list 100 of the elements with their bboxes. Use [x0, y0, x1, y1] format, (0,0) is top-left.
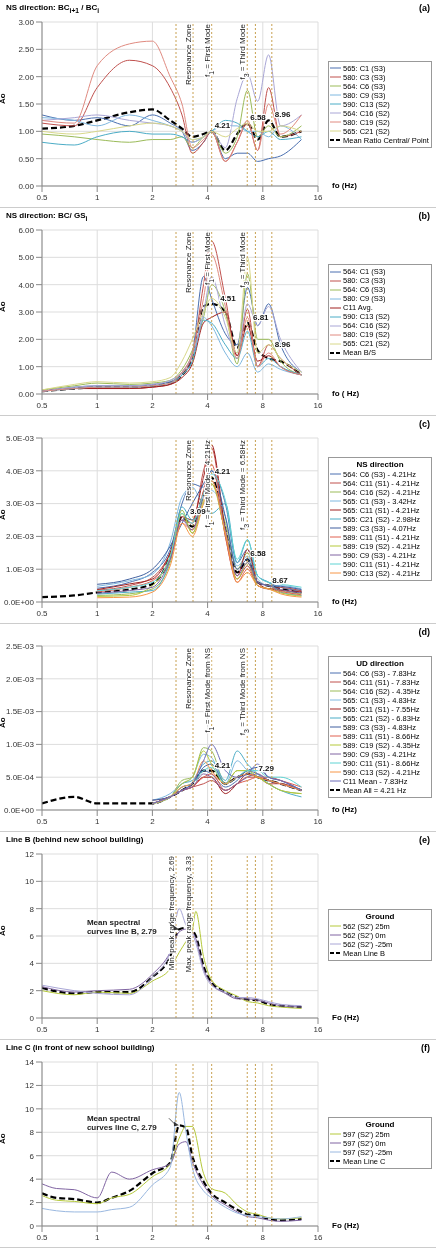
annotation: 6.81	[252, 312, 270, 322]
y-tick-label: 12	[25, 1081, 35, 1091]
x-tick-label: 0.5	[36, 1232, 49, 1242]
y-tick-label: 4	[29, 959, 35, 969]
y-tick-label: 0	[29, 1221, 35, 1231]
chart-title: NS direction: BC/ GS$_{i}$	[6, 211, 88, 222]
x-tick-label: 1	[94, 608, 100, 618]
y-tick-label: 1.00	[18, 127, 35, 137]
x-tick-label: 4	[205, 816, 211, 826]
text: (b)	[418, 211, 430, 221]
chart-title: NS direction: BC$_{i+1}$ / BC$_{i}$	[6, 3, 100, 14]
legend-title: Ground	[364, 911, 396, 922]
x-axis-title: Fo (Hz)	[332, 1013, 360, 1022]
y-axis-title: Ao	[0, 301, 7, 312]
x-tick-label: 0.5	[36, 1024, 49, 1034]
x-tick-label: 4	[205, 400, 211, 410]
ref-line-label: Min. peak range frequency, 2.69	[167, 855, 176, 971]
x-tick-label: 2	[150, 1232, 156, 1242]
x-tick-label: 0.5	[36, 816, 49, 826]
x-axis-title: fo (Hz)	[332, 181, 357, 190]
ref-line-label: Resonance Zone	[184, 231, 193, 293]
x-tick-label: 0.5	[36, 400, 49, 410]
y-tick-label: 4.0E-03	[5, 466, 35, 476]
y-tick-label: 0.00	[18, 181, 35, 191]
x-tick-label: 2	[150, 400, 156, 410]
x-tick-label: 0.5	[36, 608, 49, 618]
x-tick-label: 2	[150, 816, 156, 826]
annotation: 4.51	[220, 293, 237, 303]
annotation: 8.96	[274, 340, 291, 350]
text: (a)	[419, 3, 430, 13]
x-tick-label: 16	[313, 816, 323, 826]
x-tick-label: 1	[94, 1024, 100, 1034]
y-tick-label: 3.00	[18, 307, 35, 317]
y-axis-title: Ao	[0, 717, 7, 728]
x-tick-label: 8	[260, 1024, 266, 1034]
x-tick-label: 8	[260, 608, 266, 618]
ref-line-label: Resonance Zone	[184, 23, 193, 85]
y-tick-label: 2.50	[18, 45, 35, 55]
text: (f)	[421, 1043, 430, 1053]
text: (d)	[418, 627, 430, 637]
x-tick-label: 8	[260, 192, 266, 202]
legend-title: UD direction	[355, 658, 405, 669]
x-tick-label: 4	[205, 1024, 211, 1034]
x-tick-label: 8	[260, 816, 266, 826]
y-tick-label: 6.00	[18, 225, 35, 235]
x-tick-label: 2	[150, 608, 156, 618]
x-tick-label: 4	[205, 192, 211, 202]
annotation: 8.67	[272, 575, 289, 585]
x-axis-title: fo ( Hz)	[332, 389, 360, 398]
legend-title: Ground	[364, 1119, 396, 1130]
y-tick-label: 1.5E-03	[5, 707, 35, 717]
y-tick-label: 5.0E-03	[5, 433, 35, 443]
x-tick-label: 16	[313, 1232, 323, 1242]
text: (e)	[419, 835, 430, 845]
x-axis-title: fo (Hz)	[332, 597, 357, 606]
x-tick-label: 16	[313, 400, 323, 410]
legend-title: NS direction	[355, 459, 405, 470]
y-tick-label: 8	[29, 1128, 35, 1138]
ref-line-label: Resonance Zone	[184, 647, 193, 709]
y-axis-title: Ao	[0, 925, 7, 936]
x-tick-label: 16	[313, 1024, 323, 1034]
x-tick-label: 8	[260, 400, 266, 410]
x-axis-title: fo (Hz)	[332, 805, 357, 814]
x-tick-label: 4	[205, 1232, 211, 1242]
y-tick-label: 6	[29, 1151, 35, 1161]
ref-line-label: Max. peak range frequency, 3.33	[184, 855, 193, 973]
annotation: 7.29	[258, 763, 275, 773]
y-tick-label: 2.0E-03	[5, 532, 35, 542]
y-tick-label: 1.0E-03	[5, 740, 35, 750]
y-tick-label: 0.50	[18, 154, 35, 164]
annotation: 8.96	[274, 110, 291, 120]
y-tick-label: 10	[25, 877, 35, 887]
y-tick-label: 1.0E-03	[5, 565, 35, 575]
chart-title: Line B (behind new school building)	[6, 835, 144, 844]
x-tick-label: 8	[260, 1232, 266, 1242]
y-tick-label: 0	[29, 1013, 35, 1023]
y-tick-label: 0.0E+00	[3, 805, 35, 815]
y-tick-label: 5.0E-04	[5, 773, 35, 783]
y-tick-label: 0.00	[18, 389, 35, 399]
y-tick-label: 1.00	[18, 362, 35, 372]
y-tick-label: 3.00	[18, 17, 35, 27]
y-tick-label: 3.0E-03	[5, 499, 35, 509]
x-tick-label: 1	[94, 816, 100, 826]
y-tick-label: 2	[29, 986, 35, 996]
x-tick-label: 1	[94, 192, 100, 202]
y-tick-label: 5.00	[18, 253, 35, 263]
y-tick-label: 2	[29, 1198, 35, 1208]
y-axis-title: Ao	[0, 1133, 7, 1144]
y-tick-label: 0.0E+00	[3, 597, 35, 607]
x-tick-label: 4	[205, 608, 211, 618]
x-tick-label: 2	[150, 1024, 156, 1034]
x-axis-title: Fo (Hz)	[332, 1221, 360, 1230]
x-tick-label: 16	[313, 192, 323, 202]
y-tick-label: 2.00	[18, 335, 35, 345]
y-tick-label: 2.5E-03	[5, 641, 35, 651]
y-tick-label: 8	[29, 904, 35, 914]
y-tick-label: 6	[29, 931, 35, 941]
x-tick-label: 16	[313, 608, 323, 618]
y-tick-label: 14	[25, 1057, 35, 1067]
y-tick-label: 2.00	[18, 72, 35, 82]
